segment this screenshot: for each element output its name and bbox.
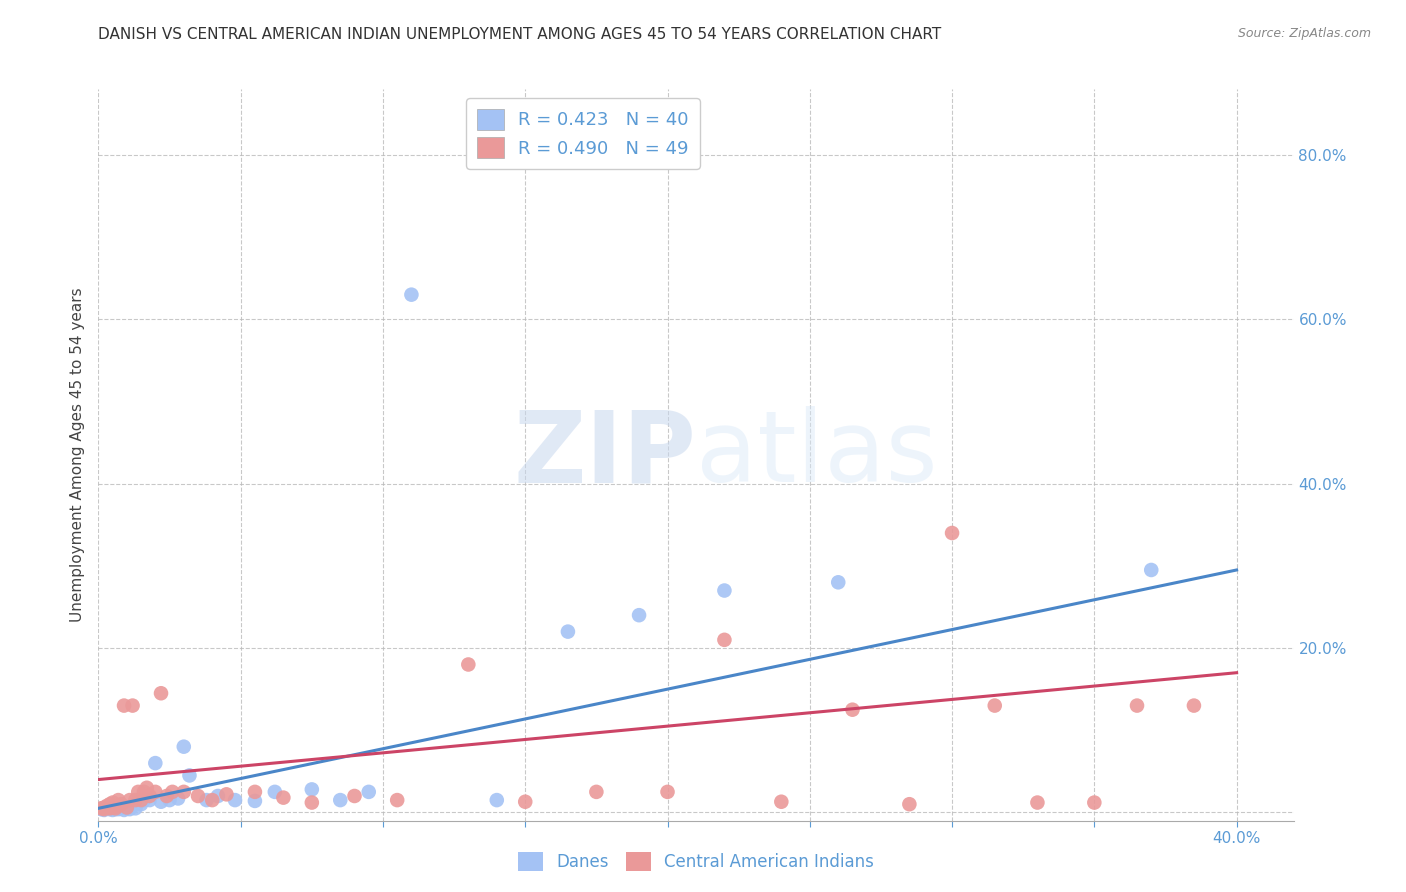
Point (143, 785, 166, 799)
Point (173, 739, 195, 754)
Text: atlas: atlas (696, 407, 938, 503)
Point (187, 789, 209, 803)
Point (215, 788, 238, 802)
Point (96, 798, 118, 813)
Y-axis label: Unemployment Among Ages 45 to 54 years: Unemployment Among Ages 45 to 54 years (70, 287, 86, 623)
Point (124, 801, 146, 815)
Point (150, 686, 173, 700)
Point (98, 797, 121, 812)
Point (98, 801, 121, 815)
Point (107, 798, 129, 813)
Point (557, 624, 579, 639)
Text: Source: ZipAtlas.com: Source: ZipAtlas.com (1237, 27, 1371, 40)
Point (201, 793, 224, 807)
Point (898, 797, 921, 812)
Point (156, 789, 179, 803)
Point (770, 795, 793, 809)
Point (110, 797, 132, 812)
Point (115, 800, 138, 814)
Point (301, 796, 323, 810)
Point (207, 789, 229, 803)
Point (343, 789, 366, 803)
Point (273, 790, 295, 805)
Point (129, 797, 152, 812)
Point (713, 632, 735, 647)
Point (110, 800, 132, 814)
Point (195, 793, 218, 807)
Point (107, 801, 129, 815)
Point (101, 796, 124, 810)
Point (357, 785, 380, 799)
Point (90, 801, 112, 815)
Point (104, 801, 127, 815)
Point (485, 793, 508, 807)
Point (135, 780, 157, 795)
Point (301, 782, 323, 797)
Point (243, 794, 266, 808)
Point (159, 793, 181, 807)
Point (329, 793, 352, 807)
Point (101, 800, 124, 814)
Point (127, 796, 149, 810)
Point (90, 802, 112, 816)
Point (1126, 698, 1149, 713)
Point (107, 802, 129, 816)
Point (1083, 796, 1105, 810)
Point (98, 802, 121, 816)
Point (179, 768, 201, 782)
Point (657, 785, 679, 799)
Point (138, 793, 160, 807)
Point (112, 803, 135, 817)
Point (115, 801, 138, 815)
Point (107, 793, 129, 807)
Point (1026, 796, 1049, 810)
Text: ZIP: ZIP (513, 407, 696, 503)
Point (243, 785, 266, 799)
Point (984, 698, 1007, 713)
Point (132, 785, 155, 799)
Point (515, 795, 537, 809)
Point (112, 698, 135, 713)
Legend: Danes, Central American Indians: Danes, Central American Indians (512, 846, 880, 878)
Point (132, 793, 155, 807)
Point (93, 802, 115, 816)
Point (713, 583, 735, 598)
Text: DANISH VS CENTRAL AMERICAN INDIAN UNEMPLOYMENT AMONG AGES 45 TO 54 YEARS CORRELA: DANISH VS CENTRAL AMERICAN INDIAN UNEMPL… (98, 27, 942, 42)
Point (121, 798, 143, 813)
Point (96, 801, 118, 815)
Point (150, 795, 173, 809)
Point (162, 785, 184, 799)
Point (124, 793, 146, 807)
Point (224, 793, 246, 807)
Point (121, 698, 143, 713)
Point (101, 803, 124, 817)
Point (118, 802, 141, 816)
Point (138, 789, 160, 803)
Point (167, 791, 190, 805)
Point (118, 793, 141, 807)
Point (401, 287, 423, 301)
Point (143, 756, 166, 771)
Point (585, 785, 607, 799)
Point (263, 785, 285, 799)
Point (1140, 563, 1163, 577)
Point (841, 703, 863, 717)
Point (101, 800, 124, 814)
Point (129, 793, 152, 807)
Point (1182, 698, 1205, 713)
Point (173, 785, 195, 799)
Point (457, 657, 479, 672)
Point (628, 608, 651, 623)
Point (127, 785, 149, 799)
Point (93, 800, 115, 814)
Point (827, 575, 849, 590)
Point (385, 793, 409, 807)
Point (941, 526, 963, 541)
Point (104, 802, 127, 816)
Point (93, 803, 115, 817)
